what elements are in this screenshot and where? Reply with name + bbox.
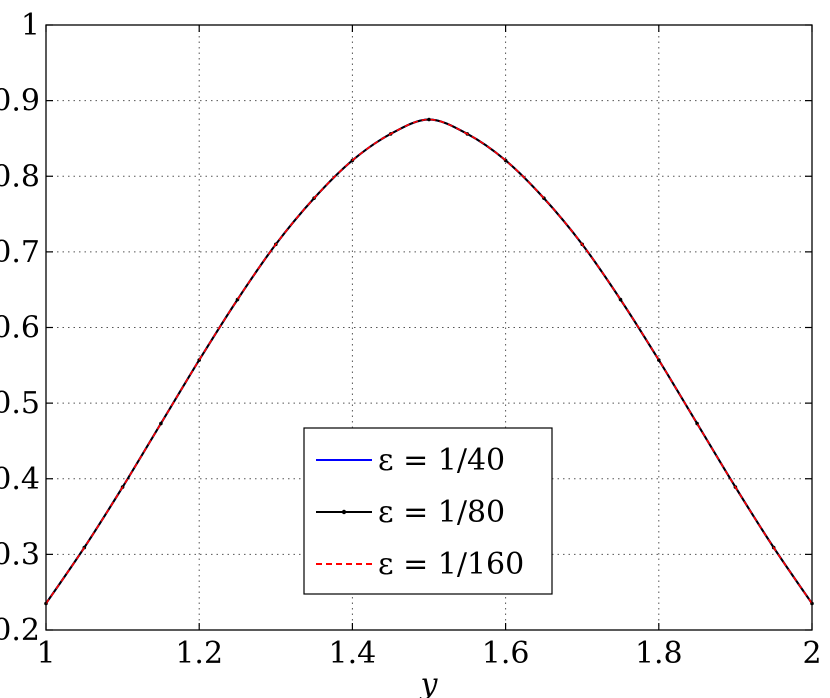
- x-tick-label: 1.6: [482, 636, 530, 671]
- legend-label-2: ε = 1/80: [378, 495, 505, 530]
- series-2-point: [618, 297, 623, 302]
- x-tick-label: 2: [802, 636, 821, 671]
- series-2-point: [159, 421, 163, 426]
- y-tick-label: 1: [21, 8, 40, 43]
- y-tick-label: 0.3: [0, 537, 40, 572]
- y-tick-label: 0.5: [0, 386, 40, 421]
- legend-label-1: ε = 1/40: [378, 443, 505, 478]
- legend-swatch-dot: [341, 509, 347, 515]
- x-tick-label: 1.8: [635, 636, 683, 671]
- ticks: [45, 24, 813, 631]
- legend: ε = 1/40 ε = 1/80 ε = 1/160: [303, 427, 553, 595]
- x-tick-label: 1.4: [329, 636, 377, 671]
- y-tick-label: 0.2: [0, 613, 40, 648]
- tick-labels: 1 1.2 1.4 1.6 1.8 2 0.2 0.3 0.4 0.5 0.6 0.7 0.8 0.9 1: [0, 8, 822, 671]
- series-layer: [44, 117, 814, 606]
- x-tick-label: 1.2: [175, 636, 223, 671]
- y-tick-label: 0.9: [0, 84, 40, 119]
- legend-label-3: ε = 1/160: [378, 547, 524, 582]
- y-tick-label: 0.6: [0, 311, 40, 346]
- y-tick-label: 0.4: [0, 462, 40, 497]
- x-tick-label: 1: [36, 636, 55, 671]
- x-axis-label: y: [419, 667, 439, 698]
- series-2-point: [427, 117, 431, 122]
- y-tick-label: 0.8: [0, 159, 40, 194]
- y-tick-label: 0.7: [0, 235, 40, 270]
